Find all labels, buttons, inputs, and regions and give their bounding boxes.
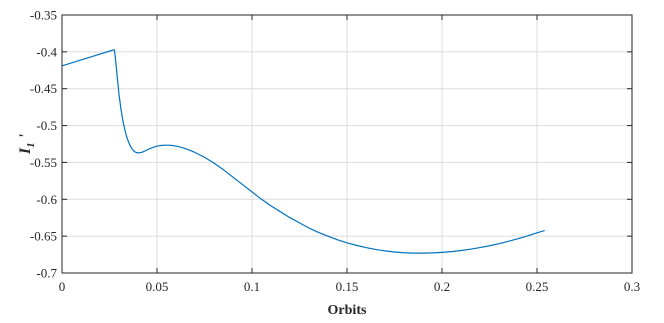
y-axis-title-main: I [17,147,34,155]
y-axis-title-sub: 1 [25,142,37,148]
series-layer [61,49,545,254]
x-tick-label: 0.15 [336,279,359,294]
y-tick-label: -0.35 [30,8,57,23]
x-tick-label: 0.1 [244,279,260,294]
y-tick-label: -0.65 [30,229,57,244]
x-axis-title: Orbits [328,303,367,318]
x-tick-label: 0.25 [526,279,549,294]
y-axis-title: I1 ' [17,133,37,155]
x-tick-label: 0.05 [146,279,169,294]
y-axis-title-prime: ' [17,133,34,138]
ticks [61,14,633,274]
series-line [61,49,545,254]
y-tick-label: -0.55 [30,155,57,170]
x-tick-labels: 0 0.05 0.1 0.15 0.2 0.25 0.3 [59,279,640,294]
x-tick-label: 0.2 [434,279,450,294]
x-tick-label: 0 [59,279,66,294]
y-tick-label: -0.4 [36,44,57,59]
x-tick-label: 0.3 [624,279,640,294]
y-tick-label: -0.5 [36,118,57,133]
y-tick-label: -0.7 [36,266,57,281]
y-tick-labels: -0.35 -0.4 -0.45 -0.5 -0.55 -0.6 -0.65 -0.7 [30,8,58,281]
y-tick-label: -0.6 [36,192,57,207]
y-tick-label: -0.45 [30,81,57,96]
